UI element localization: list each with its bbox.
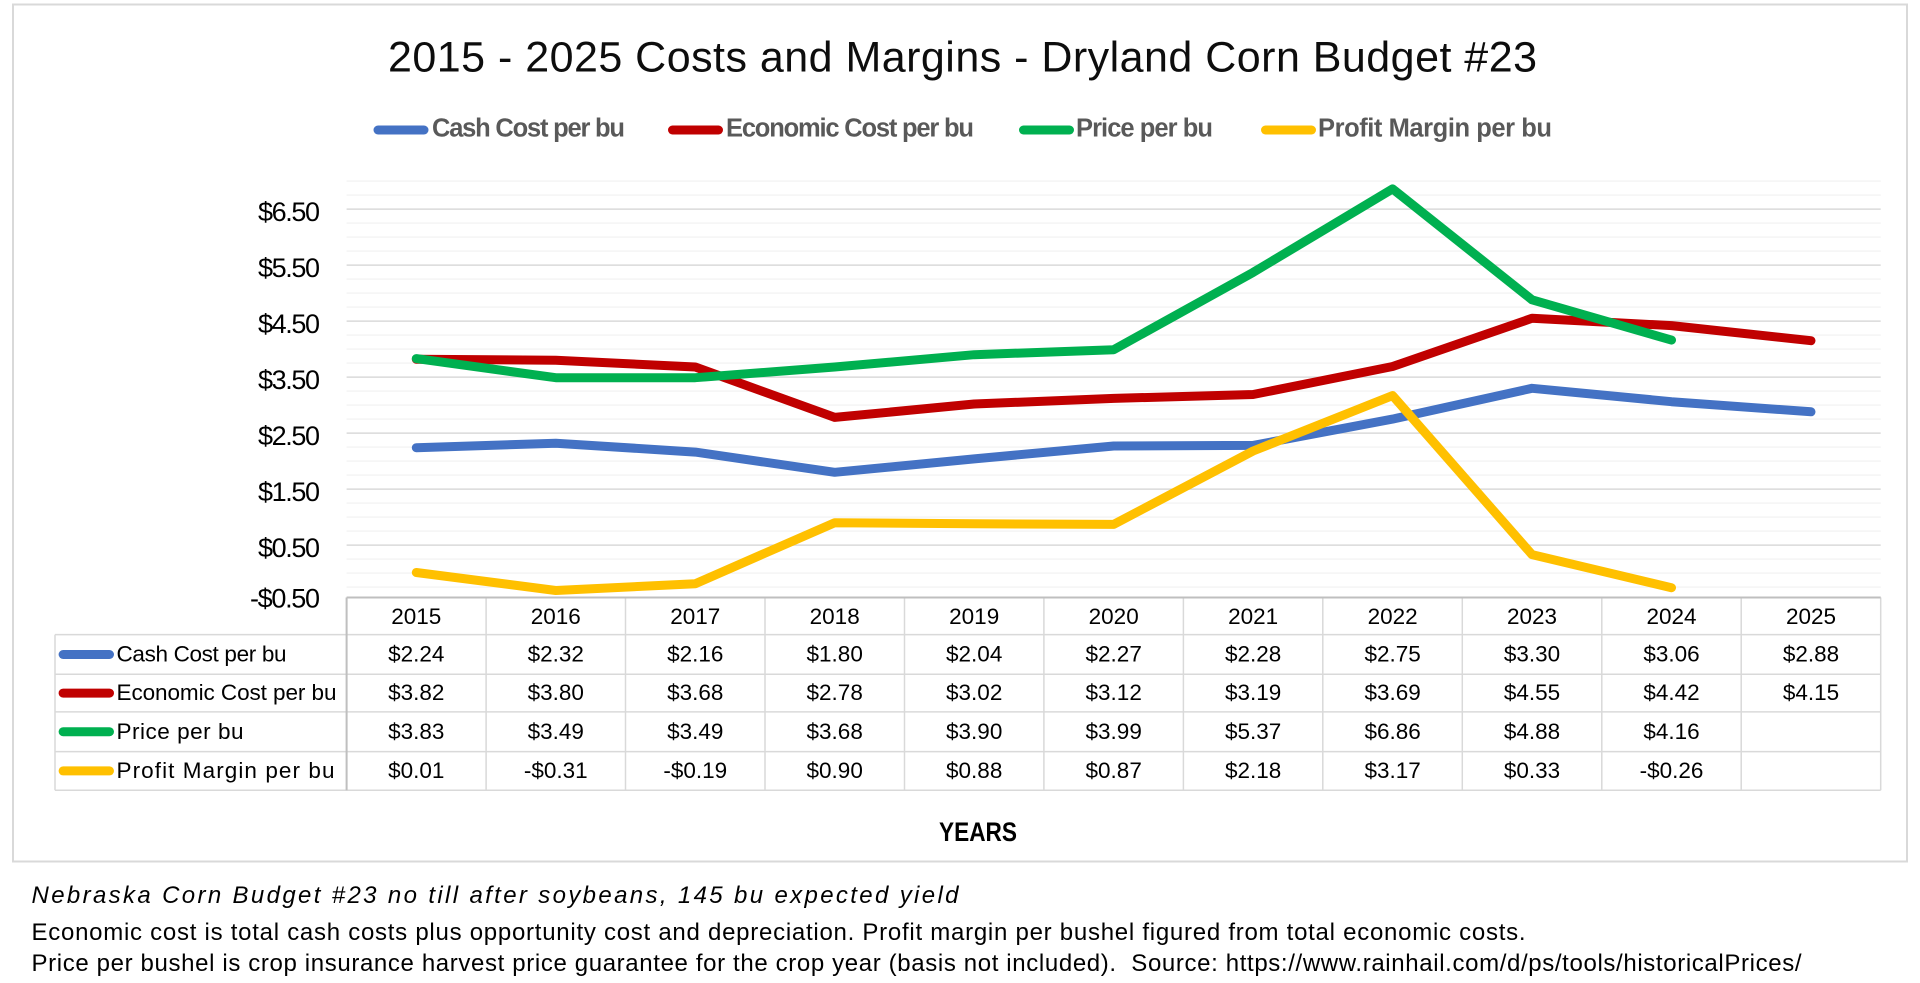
svg-text:-$0.26: -$0.26 (1640, 758, 1704, 783)
svg-text:$3.50: $3.50 (258, 365, 320, 395)
svg-text:$4.55: $4.55 (1504, 680, 1560, 705)
svg-text:YEARS: YEARS (939, 817, 1017, 847)
svg-text:2015: 2015 (391, 604, 441, 629)
svg-text:$2.28: $2.28 (1225, 642, 1281, 667)
svg-text:Price per bu: Price per bu (117, 719, 244, 744)
svg-text:$2.16: $2.16 (667, 642, 723, 667)
svg-text:$3.80: $3.80 (528, 680, 584, 705)
svg-text:$4.42: $4.42 (1643, 680, 1699, 705)
svg-text:2019: 2019 (949, 604, 999, 629)
svg-text:$2.27: $2.27 (1086, 642, 1142, 667)
svg-text:Profit Margin per bu: Profit Margin per bu (117, 758, 335, 783)
svg-text:2023: 2023 (1507, 604, 1557, 629)
svg-text:$3.06: $3.06 (1643, 642, 1699, 667)
svg-text:$3.19: $3.19 (1225, 680, 1281, 705)
svg-text:-$0.19: -$0.19 (663, 758, 727, 783)
svg-text:$2.32: $2.32 (528, 642, 584, 667)
svg-text:$1.80: $1.80 (807, 642, 863, 667)
svg-text:$0.01: $0.01 (388, 758, 444, 783)
svg-text:Price per bu: Price per bu (1076, 115, 1213, 143)
svg-text:$3.49: $3.49 (528, 719, 584, 744)
svg-text:-$0.50: -$0.50 (250, 584, 320, 614)
svg-text:2025: 2025 (1786, 604, 1836, 629)
svg-text:$0.33: $0.33 (1504, 758, 1560, 783)
svg-text:$4.15: $4.15 (1783, 680, 1839, 705)
svg-text:$0.50: $0.50 (258, 533, 320, 563)
svg-text:$3.99: $3.99 (1086, 719, 1142, 744)
svg-text:Price per bushel is crop insur: Price per bushel is crop insurance harve… (32, 950, 1802, 977)
svg-text:Cash Cost per bu: Cash Cost per bu (432, 115, 625, 143)
svg-text:$6.50: $6.50 (258, 197, 320, 227)
svg-text:2020: 2020 (1089, 604, 1139, 629)
svg-text:$0.88: $0.88 (946, 758, 1002, 783)
svg-text:$3.02: $3.02 (946, 680, 1002, 705)
svg-text:2021: 2021 (1228, 604, 1278, 629)
svg-text:$5.37: $5.37 (1225, 719, 1281, 744)
svg-text:$3.82: $3.82 (388, 680, 444, 705)
svg-text:Cash Cost per bu: Cash Cost per bu (117, 642, 287, 667)
svg-text:$3.12: $3.12 (1086, 680, 1142, 705)
svg-text:$4.50: $4.50 (258, 309, 320, 339)
svg-text:Economic Cost per bu: Economic Cost per bu (726, 115, 974, 143)
svg-text:Nebraska Corn Budget #23 no ti: Nebraska Corn Budget #23 no till after s… (32, 882, 960, 909)
svg-text:2022: 2022 (1368, 604, 1418, 629)
svg-text:$2.78: $2.78 (807, 680, 863, 705)
svg-text:$3.17: $3.17 (1364, 758, 1420, 783)
svg-text:$3.83: $3.83 (388, 719, 444, 744)
svg-text:-$0.31: -$0.31 (524, 758, 588, 783)
svg-text:$2.88: $2.88 (1783, 642, 1839, 667)
svg-text:$3.49: $3.49 (667, 719, 723, 744)
svg-text:2024: 2024 (1646, 604, 1696, 629)
svg-text:$2.18: $2.18 (1225, 758, 1281, 783)
svg-text:$6.86: $6.86 (1364, 719, 1420, 744)
svg-text:Profit Margin per bu: Profit Margin per bu (1318, 115, 1552, 143)
svg-text:$3.68: $3.68 (667, 680, 723, 705)
svg-text:$5.50: $5.50 (258, 253, 320, 283)
svg-text:2018: 2018 (810, 604, 860, 629)
svg-text:$2.04: $2.04 (946, 642, 1002, 667)
svg-text:$2.50: $2.50 (258, 421, 320, 451)
svg-text:$4.88: $4.88 (1504, 719, 1560, 744)
svg-text:2017: 2017 (670, 604, 720, 629)
svg-text:Economic cost is total cash co: Economic cost is total cash costs plus o… (32, 919, 1526, 946)
svg-text:$0.90: $0.90 (807, 758, 863, 783)
svg-text:$0.87: $0.87 (1086, 758, 1142, 783)
svg-text:2015 - 2025 Costs and Margins: 2015 - 2025 Costs and Margins - Dryland … (388, 34, 1537, 82)
svg-text:$2.75: $2.75 (1364, 642, 1420, 667)
svg-text:$2.24: $2.24 (388, 642, 444, 667)
svg-text:$3.90: $3.90 (946, 719, 1002, 744)
svg-text:Economic Cost per bu: Economic Cost per bu (117, 680, 337, 705)
svg-text:$3.69: $3.69 (1364, 680, 1420, 705)
svg-text:$3.30: $3.30 (1504, 642, 1560, 667)
svg-text:2016: 2016 (531, 604, 581, 629)
svg-text:$3.68: $3.68 (807, 719, 863, 744)
svg-text:$4.16: $4.16 (1643, 719, 1699, 744)
svg-text:$1.50: $1.50 (258, 477, 320, 507)
